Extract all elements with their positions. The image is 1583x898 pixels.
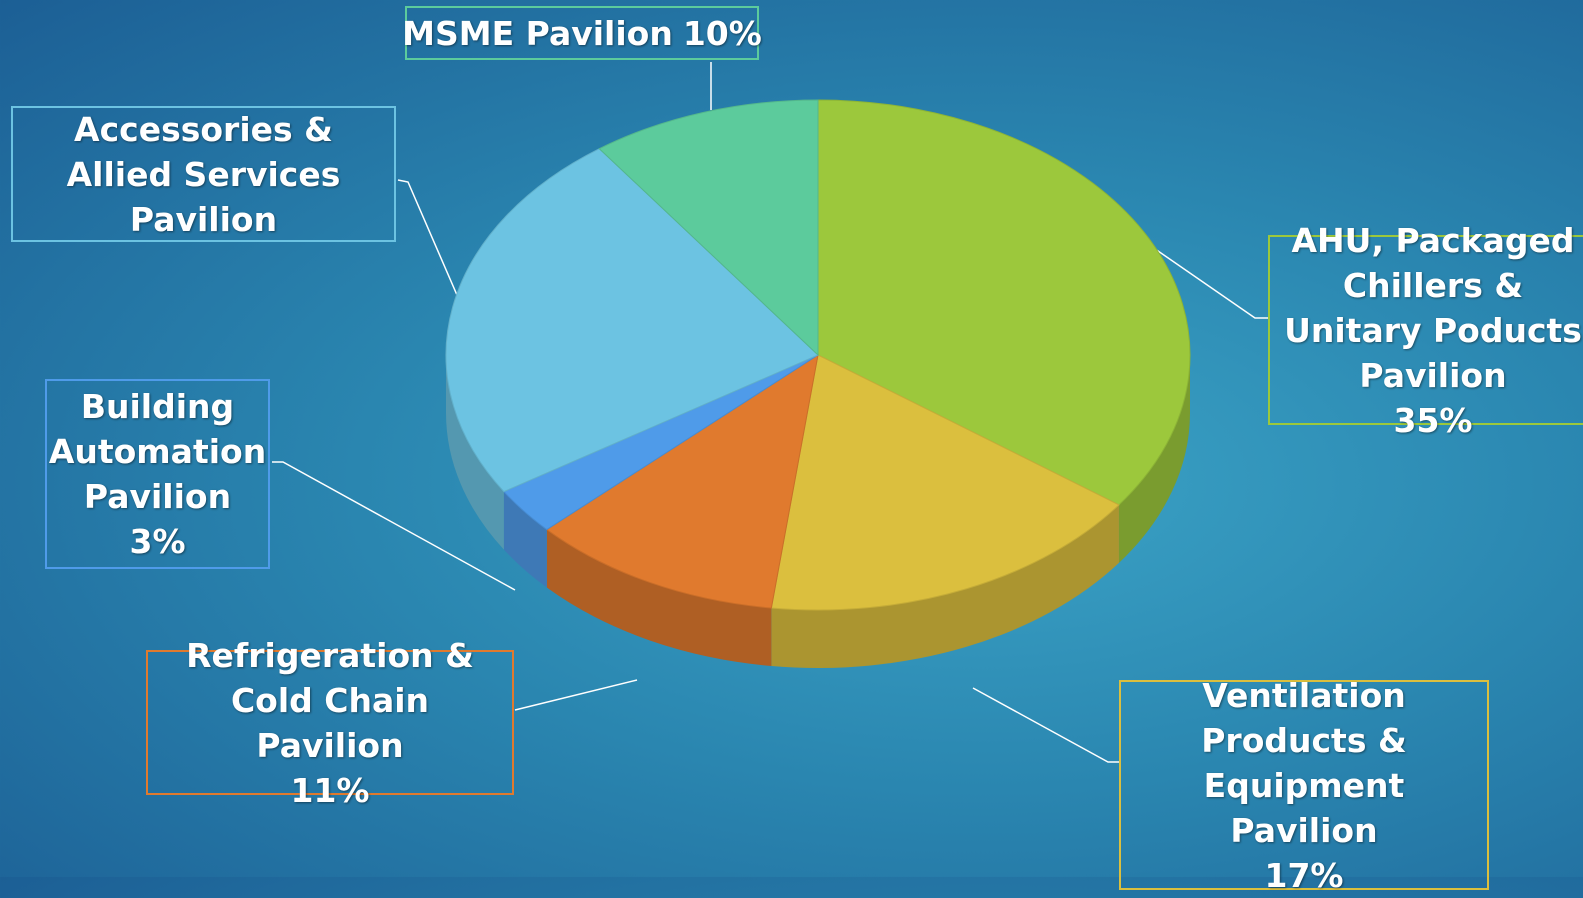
leader-lines bbox=[272, 62, 1268, 763]
slice-side bbox=[446, 355, 504, 550]
category-label: Building Automation Pavilion bbox=[48, 387, 267, 516]
slice bbox=[770, 354, 1120, 611]
category-label: Ventilation Products & Equipment Pavilio… bbox=[1201, 675, 1407, 850]
slice-side bbox=[503, 491, 547, 588]
category-label: Accessories & Allied Services Pavilion bbox=[66, 109, 341, 239]
chart bbox=[272, 62, 1268, 763]
data-label: AHU, Packaged Chillers & Unitary Poducts… bbox=[1268, 221, 1583, 440]
category-label: Refrigeration & Cold Chain Pavilion bbox=[186, 635, 474, 765]
value-label: 11% bbox=[290, 770, 370, 810]
value-label: 17% bbox=[1264, 855, 1344, 895]
value-label: 10% bbox=[682, 13, 762, 53]
slice-side bbox=[1118, 355, 1190, 563]
data-label: Ventilation Products & Equipment Pavilio… bbox=[1119, 676, 1489, 895]
data-label: Refrigeration & Cold Chain Pavilion 11% bbox=[146, 636, 514, 810]
data-label: Building Automation Pavilion 3% bbox=[45, 379, 270, 569]
slice bbox=[545, 353, 819, 609]
value-label: 3% bbox=[129, 522, 186, 561]
leader-line bbox=[397, 179, 461, 303]
slice bbox=[598, 99, 819, 357]
category-label: AHU, Packaged Chillers & Unitary Poducts… bbox=[1284, 220, 1582, 395]
leader-line bbox=[272, 461, 516, 591]
slice bbox=[445, 148, 819, 493]
data-label: MSME Pavilion 10% bbox=[402, 6, 762, 60]
leader-line bbox=[1131, 232, 1268, 319]
value-label: 35% bbox=[1393, 400, 1473, 440]
leader-line bbox=[972, 687, 1119, 763]
slice bbox=[817, 99, 1191, 506]
pie-tops bbox=[445, 99, 1191, 611]
leader-line bbox=[514, 679, 638, 711]
slice-side bbox=[771, 504, 1119, 669]
data-label: Accessories & Allied Services Pavilion bbox=[11, 106, 396, 242]
category-label: MSME Pavilion bbox=[402, 13, 673, 53]
